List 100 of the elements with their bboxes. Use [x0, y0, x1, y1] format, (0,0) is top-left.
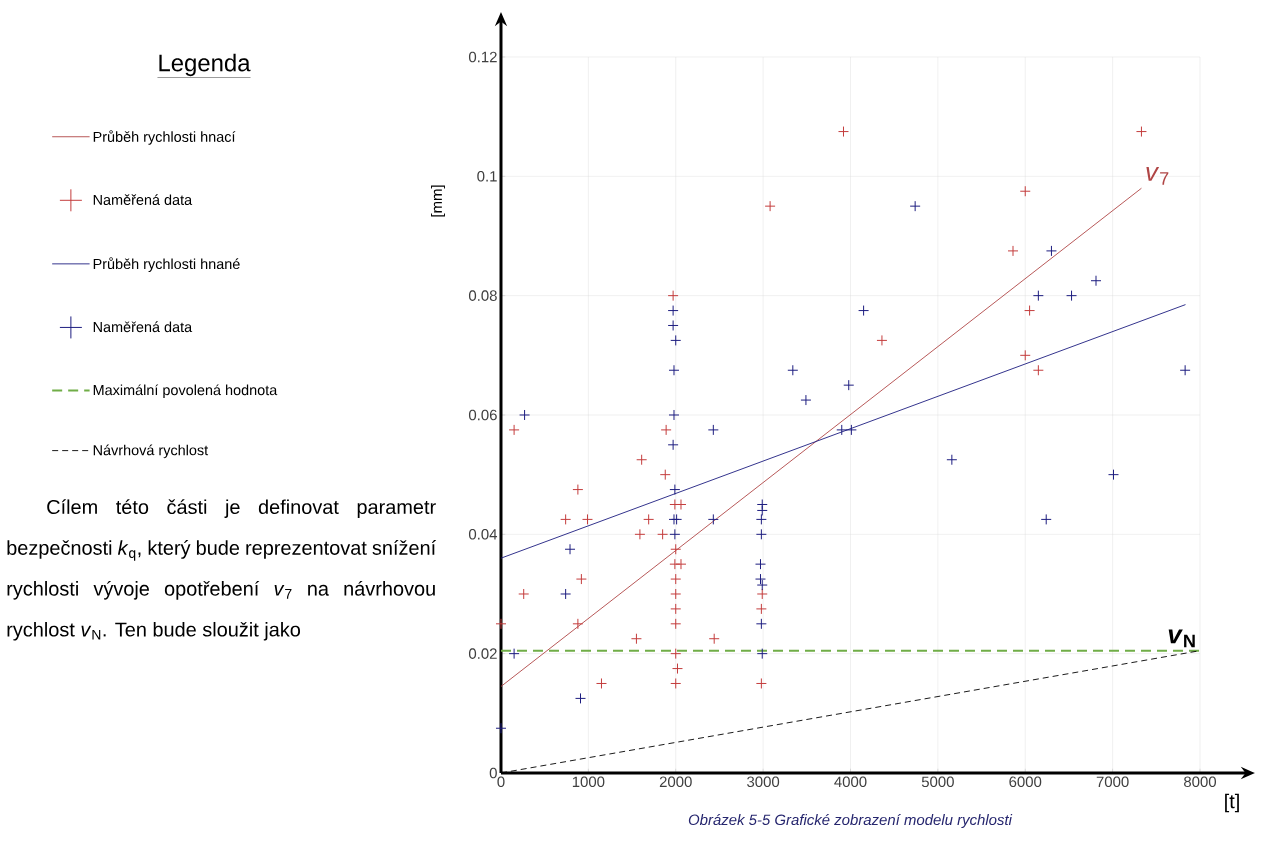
x-tick-label: 2000	[659, 776, 692, 788]
legend-label: Naměřená data	[93, 321, 193, 333]
point	[667, 305, 679, 317]
point	[838, 126, 849, 138]
point	[667, 290, 679, 302]
point	[756, 648, 768, 660]
point	[845, 424, 857, 436]
point	[836, 424, 848, 436]
point	[1135, 126, 1147, 138]
point	[670, 573, 682, 585]
legend-label: Průběh rychlosti hnací	[93, 130, 236, 145]
point	[876, 334, 888, 346]
text: Cílem této části je definovat parametr bezpečnosti k$_{q}$, který bude reprezentovat snížení rychlosti vývoje opotřebení v$_{7}$ na návrhovou rychlost v$_{N}$. Ten bude sloužit jako	[7, 499, 437, 641]
point	[756, 588, 768, 600]
point	[756, 504, 768, 516]
text: Obrázek 5-5 Grafické zobrazení modelu rychlosti	[688, 813, 1013, 829]
x-tick-label: 4000	[834, 776, 867, 788]
point	[1090, 275, 1102, 287]
y-tick-label: 0.02	[468, 648, 497, 659]
point	[595, 677, 607, 689]
point	[1019, 349, 1031, 361]
x-tick-label: 0	[497, 776, 505, 788]
y-axis-title: [mm]	[431, 185, 445, 217]
x-tick-label: 5000	[921, 776, 954, 788]
point	[707, 513, 719, 525]
point	[659, 469, 671, 481]
x-tick-label: 1000	[572, 776, 605, 788]
point	[675, 558, 687, 570]
point	[634, 528, 646, 540]
point	[670, 603, 682, 615]
point	[572, 484, 584, 496]
x-tick-label: 7000	[1096, 776, 1129, 788]
point	[787, 364, 799, 376]
legend-label: Maximální povolená hodnota	[93, 384, 278, 399]
legend-label: Průběh rychlosti hnané	[93, 257, 240, 272]
point	[670, 648, 682, 660]
point	[670, 334, 682, 346]
point	[1032, 290, 1044, 302]
point	[668, 409, 680, 421]
point	[1066, 290, 1078, 302]
point	[708, 633, 720, 645]
point	[660, 424, 672, 436]
point	[667, 439, 679, 451]
point	[669, 484, 681, 496]
point	[843, 379, 855, 391]
point	[560, 513, 572, 525]
point	[1179, 364, 1191, 376]
point	[636, 454, 648, 466]
y-tick-label: 0.08	[468, 290, 497, 301]
point	[670, 588, 682, 600]
y-tick-label: 0.06	[468, 409, 497, 421]
point	[519, 409, 531, 421]
point	[670, 677, 682, 689]
point	[1007, 245, 1019, 257]
point	[560, 588, 572, 600]
point	[508, 648, 520, 660]
point	[764, 200, 776, 212]
point	[755, 513, 767, 525]
point	[657, 528, 669, 540]
point	[707, 424, 719, 436]
y-tick-label: 0.1	[477, 171, 497, 182]
x-tick-label: 8000	[1184, 776, 1217, 788]
point	[755, 618, 767, 630]
legend-label: Návrhová rychlost	[93, 444, 209, 459]
point	[575, 573, 587, 585]
point	[1107, 469, 1119, 481]
x-tick-label: 6000	[1009, 776, 1042, 788]
point	[1024, 305, 1036, 317]
legend-label: Naměřená data	[93, 194, 193, 206]
point	[668, 364, 680, 376]
y-tick-label: 0	[489, 767, 497, 779]
point	[1040, 513, 1052, 525]
point	[755, 603, 767, 615]
point	[564, 543, 576, 555]
point	[643, 513, 655, 525]
point	[575, 692, 587, 704]
annotation: v$_{7}$	[1146, 167, 1169, 185]
annotation: v$_{N}$	[1168, 629, 1195, 648]
point	[909, 200, 921, 212]
y-tick-label: 0.04	[468, 529, 498, 540]
point	[800, 394, 812, 406]
point	[1032, 364, 1044, 376]
point	[1045, 245, 1057, 257]
point	[508, 424, 520, 436]
point	[495, 722, 507, 734]
point	[858, 305, 870, 317]
point	[671, 663, 683, 675]
x-axis-title: [t]	[1225, 793, 1239, 813]
point	[755, 528, 767, 540]
point	[946, 454, 958, 466]
point	[1019, 185, 1031, 197]
point	[670, 543, 682, 555]
point	[756, 579, 768, 591]
x-tick-label: 3000	[747, 776, 780, 788]
legend-title: Legenda	[159, 53, 251, 77]
point	[669, 528, 681, 540]
point	[667, 319, 679, 331]
point	[630, 633, 642, 645]
point	[755, 573, 766, 585]
y-tick-label: 0.12	[468, 51, 497, 63]
